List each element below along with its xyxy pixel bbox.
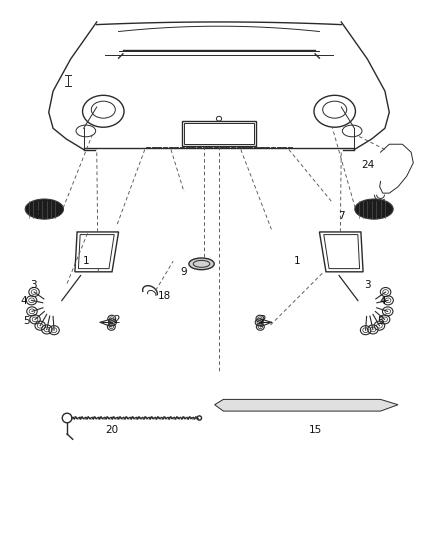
- Text: 4: 4: [379, 296, 386, 306]
- Text: 1: 1: [294, 256, 301, 266]
- Text: 1: 1: [82, 256, 89, 266]
- Text: 18: 18: [158, 290, 171, 301]
- Text: 2: 2: [259, 314, 266, 325]
- Text: 7: 7: [35, 211, 41, 221]
- Ellipse shape: [355, 199, 393, 219]
- Text: 2: 2: [113, 314, 120, 325]
- Text: 9: 9: [181, 267, 187, 277]
- Text: 20: 20: [106, 425, 119, 435]
- Polygon shape: [215, 399, 398, 411]
- Text: 15: 15: [308, 425, 321, 435]
- Ellipse shape: [25, 199, 64, 219]
- Text: 4: 4: [20, 296, 27, 306]
- Text: 24: 24: [361, 160, 374, 171]
- Text: 3: 3: [30, 280, 37, 290]
- Ellipse shape: [189, 258, 214, 270]
- Text: 5: 5: [24, 316, 30, 326]
- Text: 5: 5: [377, 316, 384, 326]
- Text: 3: 3: [364, 280, 371, 290]
- Text: 7: 7: [338, 211, 345, 221]
